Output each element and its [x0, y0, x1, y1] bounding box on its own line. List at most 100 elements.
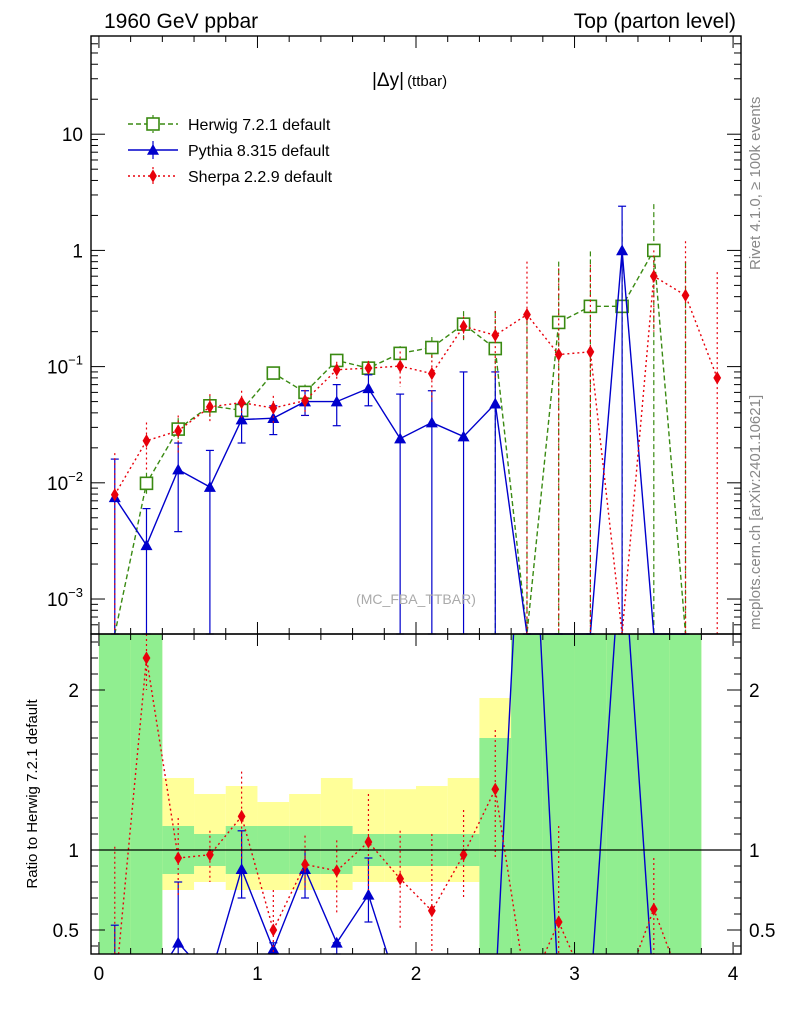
- series-2-ratio-point-6: [301, 857, 309, 871]
- series-0-point-14: [551, 315, 566, 330]
- legend-label-1: Pythia 8.315 default: [188, 143, 330, 160]
- ratio-tick-label-right-2: 2: [749, 681, 760, 702]
- y-tick-label-2: 10−1: [47, 353, 83, 379]
- y-tick-label-exp-0: −3: [68, 585, 83, 600]
- y-tick-label-base-3: 1: [72, 241, 83, 262]
- header-right: Top (parton level): [574, 10, 736, 33]
- series-0-point-5: [266, 366, 281, 380]
- main-series: [108, 204, 722, 635]
- ratio-band-inner-13: [511, 634, 543, 954]
- rivet-label-text: Rivet 4.1.0, ≥ 100k events: [747, 97, 764, 270]
- series-2-point-14: [554, 347, 563, 362]
- series-2-ratio-point-7: [332, 864, 341, 878]
- y-tick-label-base-4: 10: [62, 125, 83, 146]
- y-tick-label-base-2: 10: [47, 358, 68, 379]
- ratio-panel: [98, 634, 702, 955]
- ratio-band-inner-1: [130, 634, 163, 954]
- legend-label-0: Herwig 7.2.1 default: [188, 117, 331, 134]
- series-1-ratio-point-5: [267, 943, 280, 954]
- series-2-point-5: [269, 401, 278, 415]
- legend-marker-0: [146, 117, 160, 131]
- y-tick-label-0: 10−3: [47, 585, 83, 611]
- series-2-point-10: [427, 367, 436, 381]
- series-2-ratio-point-9: [396, 872, 405, 886]
- series-2-ratio-point-10: [427, 904, 436, 918]
- series-2-point-3: [206, 400, 214, 414]
- legend-item-2: Sherpa 2.2.9 default: [128, 167, 333, 186]
- y-tick-label-exp-1: −2: [68, 469, 83, 484]
- x-tick-label-2: 2: [411, 964, 422, 985]
- x-tick-label-0: 0: [94, 964, 105, 985]
- ratio-tick-label-2: 2: [68, 681, 79, 702]
- ratio-band-inner-16: [606, 634, 638, 954]
- series-2-ratio-point-2: [174, 851, 183, 865]
- plot-title-main: |Δy|: [372, 70, 404, 91]
- series-2-ratio-point-17: [649, 902, 658, 916]
- series-1-point-3: [203, 481, 216, 492]
- x-tick-label-4: 4: [728, 964, 739, 985]
- series-2-ratio-point-14: [554, 915, 563, 929]
- series-1-point-8: [362, 382, 375, 394]
- legend: Herwig 7.2.1 default Pythia 8.315 default…: [128, 115, 333, 186]
- series-1-point-4: [235, 413, 248, 425]
- series-2-ratio-point-11: [459, 848, 468, 862]
- x-tick-label-3: 3: [569, 964, 580, 985]
- ratio-tick-label-right-1: 1: [749, 841, 760, 862]
- series-2-ratio-point-4: [237, 809, 246, 823]
- legend-marker-1: [147, 144, 159, 155]
- ratio-series: [110, 634, 672, 955]
- x-tick-label-1: 1: [252, 964, 263, 985]
- series-1-ratio-point-2: [172, 936, 185, 948]
- series-2-ratio-point-12: [491, 782, 500, 796]
- series-0-point-1: [139, 476, 154, 491]
- series-2-point-11: [459, 319, 468, 333]
- ratio-band-inner-15: [574, 634, 607, 954]
- series-1-point-11: [457, 430, 470, 442]
- series-0-point-10: [425, 340, 439, 355]
- ratio-band-inner-18: [669, 634, 702, 954]
- series-1-ratio-point-8: [362, 888, 375, 900]
- ratio-ylabel: Ratio to Herwig 7.2.1 default: [24, 699, 41, 889]
- y-tick-label-base-1: 10: [47, 474, 68, 495]
- mcplots-label-text: mcplots.cern.ch [arXiv:2401.10621]: [747, 395, 764, 630]
- header-left: 1960 GeV ppbar: [104, 10, 258, 33]
- mcplots-label: mcplots.cern.ch [arXiv:2401.10621]: [747, 395, 764, 630]
- ratio-ylabel-text: Ratio to Herwig 7.2.1 default: [24, 699, 41, 889]
- series-2-point-12: [491, 328, 500, 342]
- y-tick-label-4: 10: [62, 125, 83, 146]
- plot-title: |Δy| (ttbar): [372, 70, 447, 91]
- series-2-ratio-point-1: [142, 651, 151, 665]
- main-panel: [108, 204, 722, 635]
- series-2-point-7: [332, 363, 341, 377]
- series-1-point-16: [616, 244, 629, 256]
- series-1-point-12: [489, 397, 502, 409]
- series-1-point-9: [394, 432, 407, 444]
- legend-marker-2: [149, 169, 157, 183]
- series-1-point-10: [425, 416, 438, 428]
- series-1-point-7: [330, 395, 343, 407]
- rivet-label: Rivet 4.1.0, ≥ 100k events: [747, 97, 764, 270]
- series-2-point-18: [681, 288, 690, 303]
- series-2-point-0: [110, 488, 119, 502]
- series-2-line: [114, 275, 718, 635]
- series-2-point-17: [649, 269, 658, 283]
- series-2-point-9: [396, 359, 405, 373]
- series-1-point-2: [172, 463, 185, 475]
- series-2-point-6: [301, 393, 309, 408]
- ratio-tick-label-0: 0.5: [53, 921, 79, 942]
- series-2-ratio-point-3: [206, 848, 214, 862]
- series-2-point-8: [364, 361, 373, 375]
- legend-item-0: Herwig 7.2.1 default: [128, 115, 331, 134]
- series-2-ratio-point-5: [269, 923, 278, 937]
- watermark: (MC_FBA_TTBAR): [356, 591, 476, 607]
- ratio-band-inner-0: [98, 634, 131, 954]
- series-1-point-1: [140, 539, 153, 551]
- series-2-point-13: [523, 308, 531, 322]
- ratio-tick-label-1: 1: [68, 841, 79, 862]
- series-2-point-19: [713, 371, 722, 385]
- series-1-ratio-point-7: [330, 936, 343, 948]
- series-2-point-2: [174, 424, 183, 438]
- series-2-point-4: [237, 396, 246, 410]
